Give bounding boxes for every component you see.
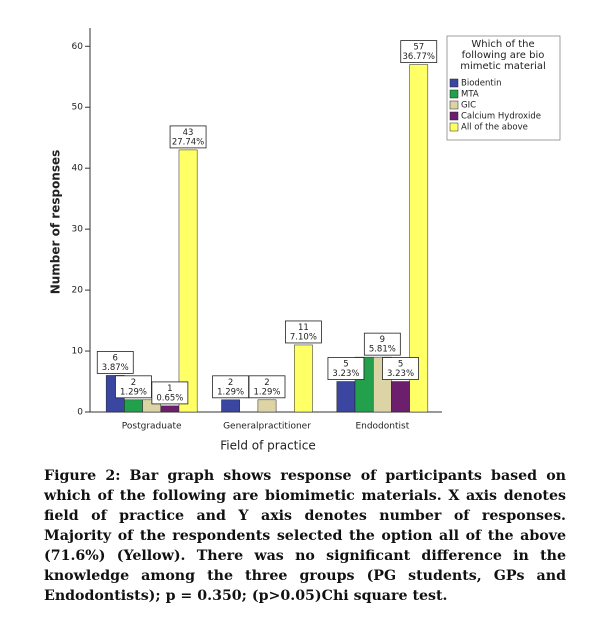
data-label: 36.77% [403,52,435,62]
data-label-box [382,357,419,380]
legend-label: All of the above [461,123,528,133]
y-tick-label: 50 [72,103,84,113]
data-label: 5 [343,360,348,370]
bar [336,381,356,413]
legend-swatch [449,100,459,110]
legend-swatch [449,78,459,88]
y-tick-label: 20 [72,286,84,296]
x-tick-label: Generalpractitioner [223,422,311,432]
legend-title: following are bio [462,50,545,61]
legend-label: MTA [461,90,479,100]
data-label: 9 [380,335,385,345]
data-label: 1.29% [120,387,147,397]
bar [160,405,180,413]
legend-swatch [449,89,459,99]
data-label: 1.29% [217,387,244,397]
data-label: 3.87% [102,363,129,373]
data-label-box [400,40,438,63]
y-tick-label: 40 [72,164,84,174]
x-tick-label: Endodontist [355,422,409,432]
data-label-box [96,351,134,374]
bar [391,381,410,413]
data-label-box [284,320,322,344]
bar [294,344,313,413]
data-label: 0.65% [156,393,183,403]
data-label-box [169,125,207,149]
chart: Field of practice Number of responses 0 1… [49,28,561,453]
data-label: 27.74% [172,137,204,147]
data-label: 6 [113,353,118,363]
data-label: 2 [228,378,233,388]
caption: Figure 2: Bar graph shows response of pa… [44,468,566,604]
legend-label: Calcium Hydroxide [461,112,541,122]
legend-swatch [449,111,459,121]
data-label-box [363,332,401,356]
legend-swatch [449,122,459,132]
data-label: 57 [413,43,424,53]
legend-title: mimetic material [460,61,546,72]
bar [221,399,240,413]
data-label: 11 [298,323,309,333]
data-label: 2 [264,378,269,388]
x-axis-label: Field of practice [220,439,315,453]
y-tick-label: 30 [72,225,84,235]
legend-title: Which of the [471,39,534,50]
data-label: 3.23% [387,369,414,379]
data-label: 2 [131,378,136,388]
data-label-box [327,357,365,380]
y-tick-label: 0 [77,408,83,418]
x-tick-label: Postgraduate [122,422,182,432]
data-label-box [151,381,189,405]
data-label: 5 [398,360,403,370]
data-label: 43 [183,128,194,138]
legend-label: Biodentin [461,79,502,89]
bar [257,399,277,413]
legend-box [446,35,561,141]
bar [409,64,429,413]
data-label: 7.10% [290,332,317,342]
data-label: 1 [167,384,172,394]
data-label: 5.81% [369,345,396,355]
legend-label: GIC [461,101,476,111]
bar [124,399,143,413]
bar [178,149,198,413]
data-label: 1.29% [253,387,280,397]
data-label: 3.23% [332,369,359,379]
y-tick-label: 10 [72,347,84,357]
data-label-box [248,375,286,399]
y-axis-label: Number of responses [49,150,63,295]
y-tick-label: 60 [72,42,84,52]
